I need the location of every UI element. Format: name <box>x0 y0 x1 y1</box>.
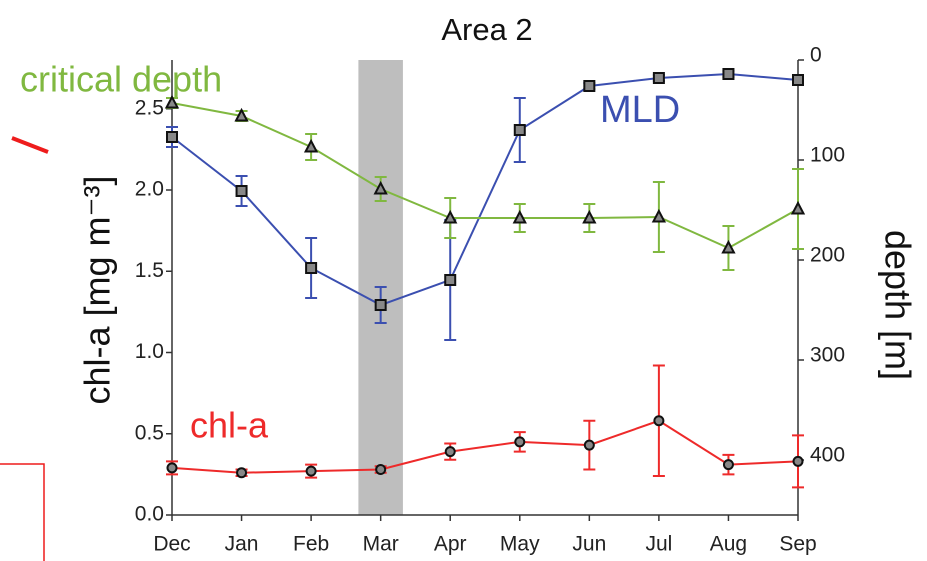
series-line <box>171 102 799 250</box>
x-tick-label: Jul <box>645 533 672 556</box>
y2-tick-label: 100 <box>810 144 845 167</box>
y2-axis-label: depth [m] <box>877 230 918 380</box>
y2-tick-label: 0 <box>810 44 822 67</box>
x-tick-label: Feb <box>293 533 329 556</box>
x-tick-label: Dec <box>153 533 190 556</box>
marker <box>373 180 388 195</box>
y2-tick-label: 200 <box>810 244 845 267</box>
series-label: MLD <box>600 89 680 131</box>
series-line <box>171 419 799 474</box>
x-tick-label: Jan <box>225 533 259 556</box>
marker <box>652 72 665 84</box>
marker <box>444 274 457 286</box>
y-tick-label: 0.5 <box>135 421 164 444</box>
marker <box>305 465 317 477</box>
y2-tick-label: 300 <box>810 344 845 367</box>
marker <box>721 239 736 254</box>
marker <box>722 68 735 80</box>
x-tick-label: Aug <box>710 533 747 556</box>
marker <box>583 80 596 92</box>
x-tick-label: May <box>500 533 540 556</box>
marker <box>444 446 456 458</box>
marker <box>443 209 458 224</box>
marker <box>792 74 804 86</box>
marker <box>512 209 527 224</box>
chart-title: Area 2 <box>441 12 532 47</box>
y-axis-label: chl-a [mg m⁻³] <box>77 175 118 404</box>
marker <box>514 436 526 448</box>
y-tick-label: 2.5 <box>135 96 164 119</box>
marker <box>166 462 178 474</box>
series-label: critical depth <box>20 59 222 100</box>
series-line <box>171 72 799 307</box>
marker <box>303 138 319 153</box>
marker <box>166 131 178 143</box>
annotation-box <box>0 463 45 561</box>
annotation-stroke <box>11 136 49 154</box>
x-tick-label: Apr <box>434 533 467 556</box>
marker <box>235 185 248 197</box>
marker <box>513 124 526 136</box>
marker <box>583 439 595 451</box>
marker <box>305 262 318 274</box>
y2-tick-label: 400 <box>810 444 845 467</box>
series-label: chl-a <box>190 405 269 446</box>
marker <box>375 464 387 475</box>
x-tick-label: Mar <box>363 533 399 556</box>
marker <box>236 467 248 479</box>
marker <box>164 94 180 109</box>
marker <box>722 459 734 471</box>
marker <box>651 208 667 223</box>
marker <box>653 415 665 427</box>
y-tick-label: 1.0 <box>135 340 164 363</box>
y-tick-label: 1.5 <box>135 259 164 282</box>
y-tick-label: 2.0 <box>135 178 164 201</box>
x-tick-label: Sep <box>779 533 816 556</box>
marker <box>234 107 249 122</box>
marker <box>374 299 387 311</box>
y-tick-label: 0.0 <box>135 503 164 526</box>
marker <box>790 200 806 215</box>
marker <box>792 455 804 467</box>
marker <box>582 209 597 224</box>
x-tick-label: Jun <box>572 533 606 556</box>
